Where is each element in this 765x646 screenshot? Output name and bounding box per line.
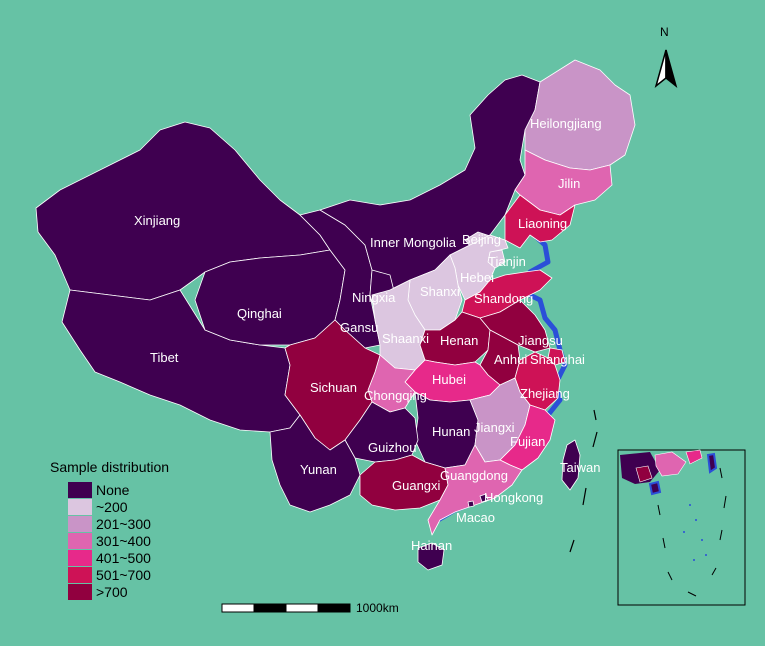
inset-land-guangdong (654, 451, 687, 477)
legend-label-4: 401~500 (96, 550, 151, 566)
scale-segment-2 (253, 603, 287, 613)
province-hainan[interactable] (417, 542, 445, 571)
province-hongkong[interactable] (479, 493, 489, 503)
label-beijing: Beijing (462, 232, 501, 247)
label-shandong: Shandong (474, 291, 533, 306)
label-xinjiang: Xinjiang (134, 213, 180, 228)
legend-title: Sample distribution (50, 459, 169, 475)
inset-land-guangxi (635, 465, 653, 483)
province-layer (35, 59, 636, 571)
label-jiangsu: Jiangsu (518, 333, 563, 348)
south-china-sea-inset (617, 449, 746, 606)
legend-swatch-2 (68, 516, 92, 532)
boundary-dashes (569, 409, 598, 553)
north-arrow: N (654, 25, 678, 89)
north-arrow-label: N (660, 25, 669, 39)
legend-label-3: 301~400 (96, 533, 151, 549)
label-tibet: Tibet (150, 350, 179, 365)
inset-land-hainan (648, 480, 662, 496)
label-shaanxi: Shaanxi (382, 331, 429, 346)
label-inner-mongolia: Inner Mongolia (370, 235, 457, 250)
legend-label-6: >700 (96, 584, 128, 600)
north-arrow-icon-right (665, 49, 678, 89)
inset-frame (617, 449, 746, 606)
province-macao[interactable] (467, 500, 475, 508)
province-liaoning[interactable] (504, 194, 576, 249)
scale-bar: 1000km (221, 601, 399, 615)
legend-label-0: None (96, 482, 130, 498)
province-hebei[interactable] (449, 234, 509, 301)
legend-swatch-6 (68, 584, 92, 600)
legend-swatch-0 (68, 482, 92, 498)
label-anhui: Anhui (494, 352, 527, 367)
label-gansu: Gansu (340, 320, 378, 335)
province-taiwan[interactable] (561, 439, 581, 491)
legend-label-5: 501~700 (96, 567, 151, 583)
label-guizhou: Guizhou (368, 440, 416, 455)
label-chongqing: Chongqing (364, 388, 427, 403)
legend-swatch-5 (68, 567, 92, 583)
scale-bar-label: 1000km (356, 601, 399, 615)
province-shanghai[interactable] (547, 347, 566, 366)
label-sichuan: Sichuan (310, 380, 357, 395)
label-heilongjiang: Heilongjiang (530, 116, 602, 131)
label-macao: Macao (456, 510, 495, 525)
label-henan: Henan (440, 333, 478, 348)
label-hainan: Hainan (411, 538, 452, 553)
label-hubei: Hubei (432, 372, 466, 387)
province-labels: Xinjiang Tibet Qinghai Gansu Inner Mongo… (134, 116, 602, 553)
inset-land-taiwan (706, 452, 718, 474)
province-guangdong[interactable] (427, 444, 523, 536)
label-shanghai: Shanghai (530, 352, 585, 367)
legend-swatch-1 (68, 499, 92, 515)
province-guizhou[interactable] (344, 401, 419, 463)
inset-land-fujian (685, 449, 703, 465)
scale-segment-4 (317, 603, 351, 613)
label-jiangxi: Jiangxi (474, 420, 515, 435)
province-heilongjiang[interactable] (524, 59, 636, 171)
label-shanxi: Shanxi (420, 284, 460, 299)
label-liaoning: Liaoning (518, 216, 567, 231)
label-ningxia: Ningxia (352, 290, 396, 305)
label-fujian: Fujian (510, 434, 545, 449)
scale-segment-1 (221, 603, 255, 613)
label-hongkong: Hongkong (484, 490, 543, 505)
province-jilin[interactable] (514, 149, 613, 216)
legend-label-2: 201~300 (96, 516, 151, 532)
label-taiwan: Taiwan (560, 460, 600, 475)
legend-swatch-4 (68, 550, 92, 566)
province-sichuan[interactable] (284, 319, 381, 451)
label-tianjin: Tianjin (488, 254, 526, 269)
legend-swatch-3 (68, 533, 92, 549)
label-yunan: Yunan (300, 462, 337, 477)
north-arrow-icon-left (654, 49, 667, 89)
label-jilin: Jilin (558, 176, 580, 191)
label-guangdong: Guangdong (440, 468, 508, 483)
label-qinghai: Qinghai (237, 306, 282, 321)
legend-label-1: ~200 (96, 499, 128, 515)
label-zhejiang: Zhejiang (520, 386, 570, 401)
legend: Sample distribution None~200201~300301~4… (50, 459, 169, 600)
label-hunan: Hunan (432, 424, 470, 439)
label-guangxi: Guangxi (392, 478, 441, 493)
label-hebei: Hebei (460, 270, 494, 285)
scale-segment-3 (285, 603, 319, 613)
